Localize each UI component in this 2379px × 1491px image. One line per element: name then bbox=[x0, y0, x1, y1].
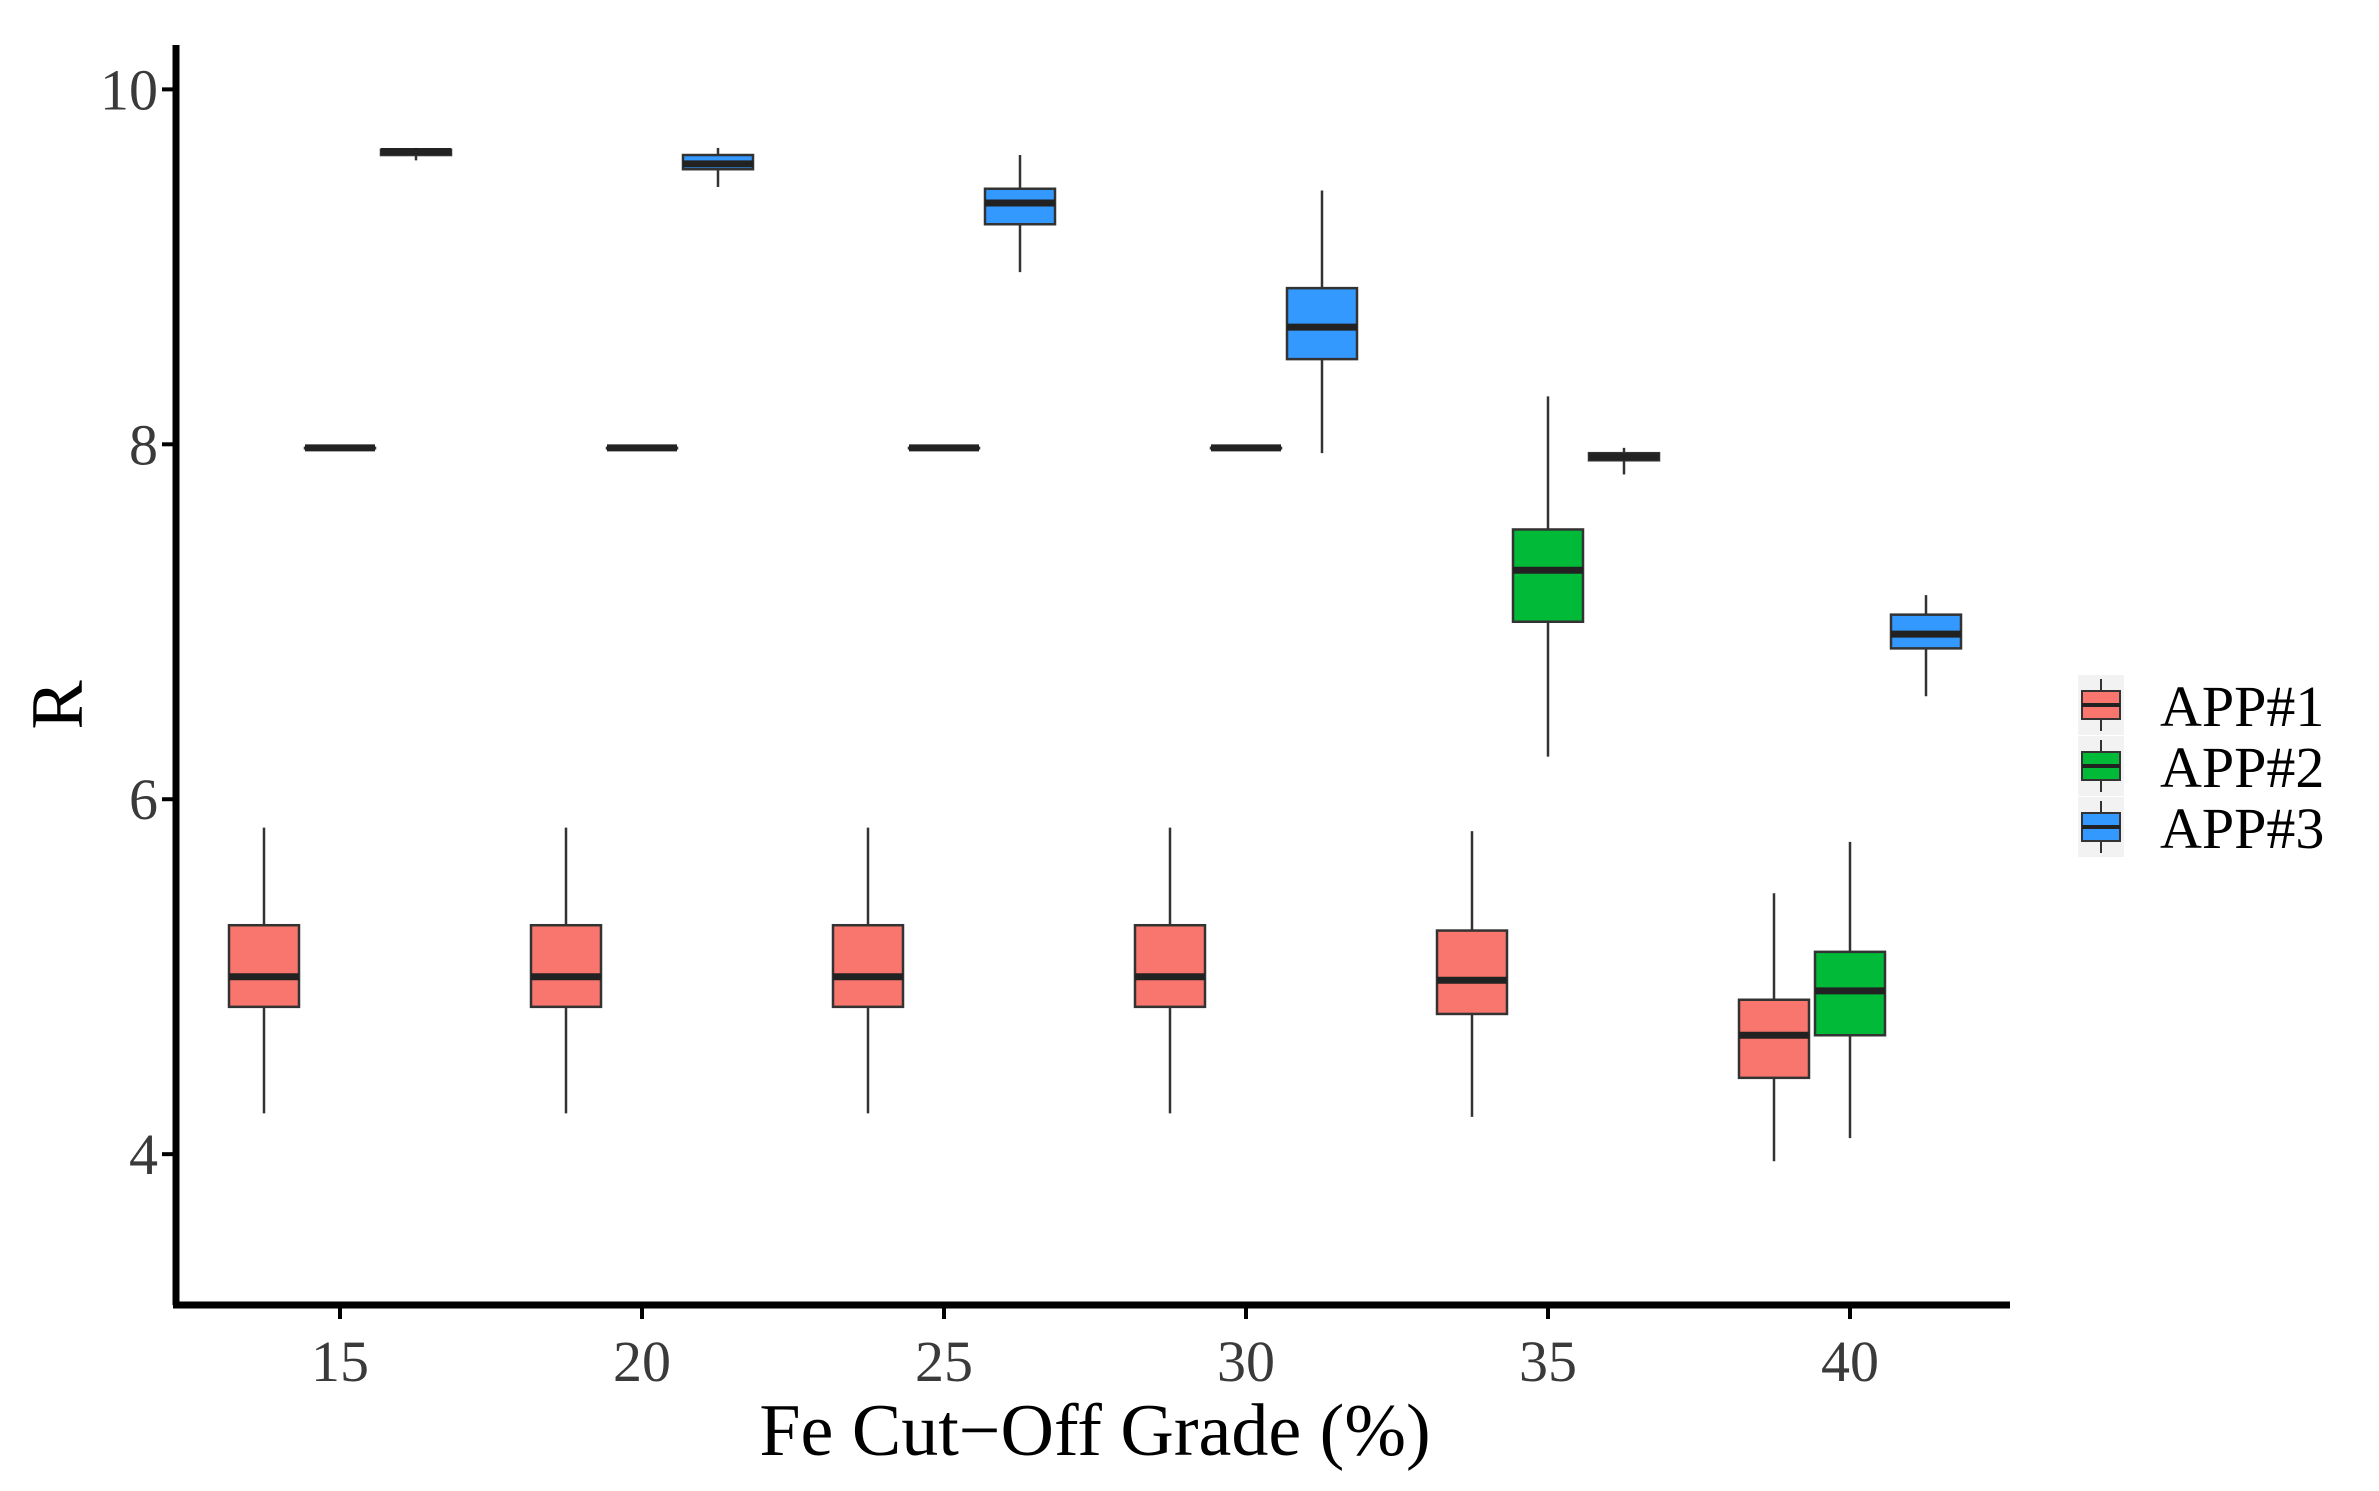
box-app3-20 bbox=[681, 147, 755, 187]
y-axis-title: R bbox=[17, 680, 99, 730]
box-body bbox=[529, 923, 603, 1009]
box-body bbox=[831, 923, 905, 1009]
box-app2-35 bbox=[1511, 396, 1585, 757]
x-tick-label: 30 bbox=[1217, 1329, 1275, 1394]
box-app1-25 bbox=[831, 827, 905, 1114]
box-app3-40 bbox=[1889, 595, 1963, 697]
box-app3-15 bbox=[379, 147, 453, 161]
box-app1-30 bbox=[1133, 827, 1207, 1114]
box-app1-20 bbox=[529, 827, 603, 1114]
box-body bbox=[1737, 998, 1811, 1080]
x-tick-label: 35 bbox=[1519, 1329, 1577, 1394]
x-axis-ticks: 15 20 25 30 35 40 bbox=[311, 1305, 1879, 1394]
box-app3-35 bbox=[1587, 447, 1661, 475]
box-body bbox=[983, 187, 1057, 226]
y-tick-label: 4 bbox=[129, 1122, 158, 1187]
box-body bbox=[1435, 929, 1509, 1016]
x-tick-label: 20 bbox=[613, 1329, 671, 1394]
x-axis-title: Fe Cut−Off Grade (%) bbox=[759, 1390, 1430, 1472]
x-tick-label: 25 bbox=[915, 1329, 973, 1394]
box-app3-30 bbox=[1285, 190, 1359, 454]
box-app1-40 bbox=[1737, 893, 1811, 1162]
box-app2-25 bbox=[907, 444, 981, 452]
box-app2-40 bbox=[1813, 841, 1887, 1139]
legend-label: APP#2 bbox=[2160, 735, 2324, 800]
legend-label: APP#3 bbox=[2160, 796, 2324, 861]
legend-label: APP#1 bbox=[2160, 674, 2324, 739]
y-axis-ticks: 4 6 8 10 bbox=[100, 57, 176, 1187]
box-body bbox=[227, 923, 301, 1009]
box-app1-15 bbox=[227, 827, 301, 1114]
box-app2-20 bbox=[605, 444, 679, 452]
x-tick-label: 40 bbox=[1821, 1329, 1879, 1394]
box-body bbox=[1511, 528, 1585, 624]
box-body bbox=[1285, 286, 1359, 361]
box-app2-15 bbox=[303, 444, 377, 452]
box-app2-30 bbox=[1209, 444, 1283, 452]
axes bbox=[172, 45, 2010, 1309]
boxes bbox=[227, 147, 1963, 1162]
x-tick-label: 15 bbox=[311, 1329, 369, 1394]
y-tick-label: 8 bbox=[129, 412, 158, 477]
y-tick-label: 6 bbox=[129, 767, 158, 832]
box-body bbox=[1133, 923, 1207, 1009]
box-app1-35 bbox=[1435, 831, 1509, 1117]
box-app3-25 bbox=[983, 155, 1057, 273]
y-tick-label: 10 bbox=[100, 57, 158, 122]
